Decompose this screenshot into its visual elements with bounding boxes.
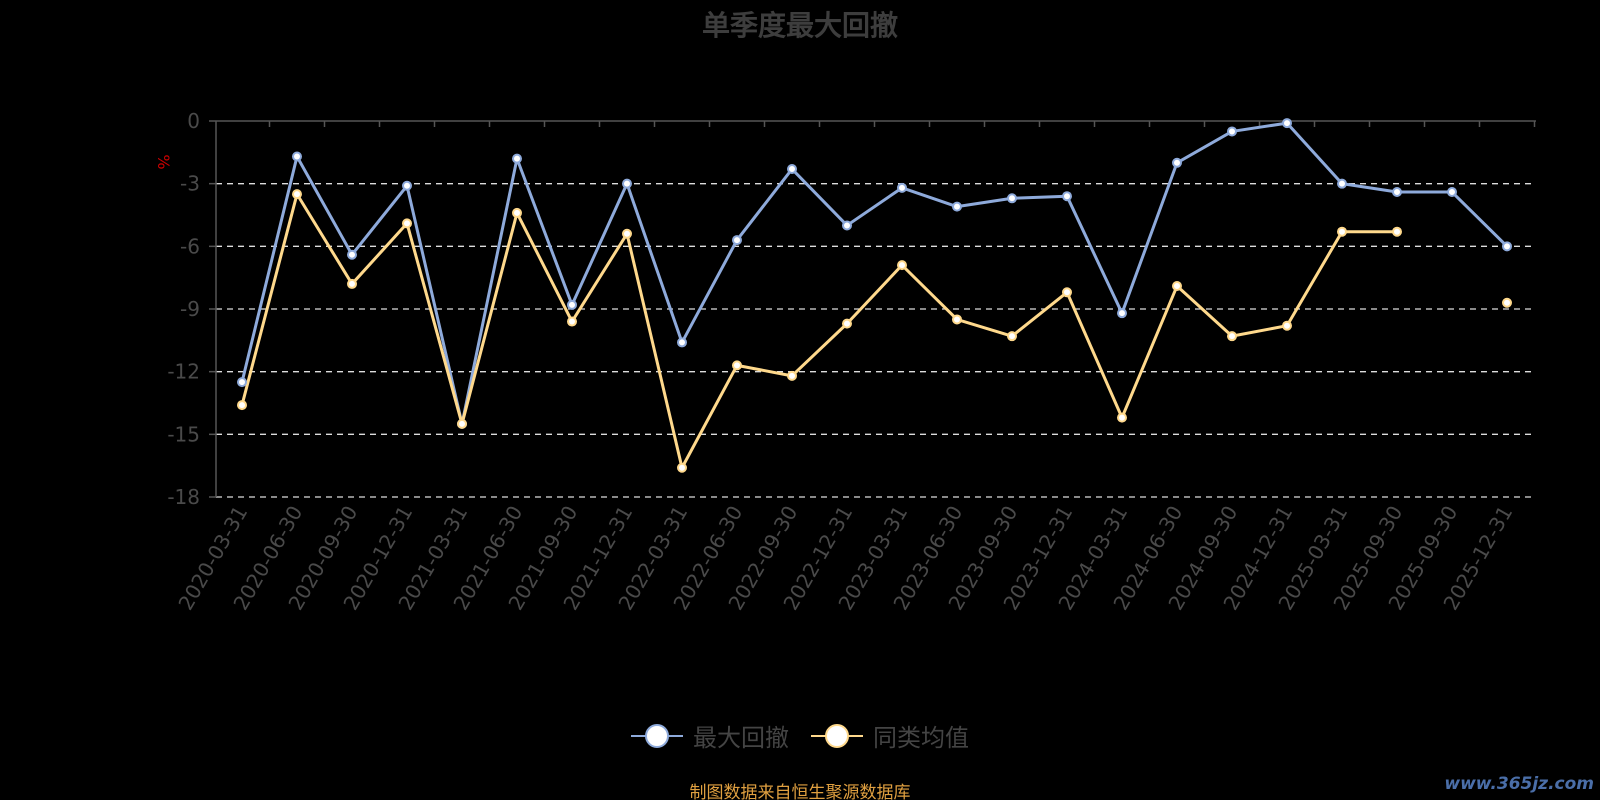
y-tick-label: 0 [187,109,200,133]
legend-symbol-peer-average [811,723,863,748]
data-point [567,316,577,327]
series-points [237,118,1512,473]
y-tick-label: -12 [167,360,200,384]
legend-symbol-max-drawdown [631,723,683,748]
data-point [457,418,467,429]
data-point [1227,126,1237,137]
data-point [567,299,577,310]
legend-item-peer-average[interactable]: 同类均值 [811,718,969,753]
data-point [952,201,962,212]
data-point [622,178,632,189]
data-point [1062,191,1072,202]
y-axis: 0 -3 -6 -9 -12 -15 -18 [167,109,217,509]
y-tick-label: -18 [167,485,200,509]
series-lines [240,121,1509,468]
data-point [1392,226,1402,237]
data-point [292,189,302,200]
y-tick-label: -15 [167,422,200,446]
data-point [677,337,687,348]
data-point [1117,412,1127,423]
data-point [1172,281,1182,292]
data-point [622,228,632,239]
data-point [842,318,852,329]
data-point [512,153,522,164]
data-point [677,462,687,473]
data-point [842,220,852,231]
y-tick-label: -3 [180,172,200,196]
data-point [1392,187,1402,198]
data-point [1117,308,1127,319]
legend-label-max-drawdown: 最大回撤 [693,724,789,752]
data-point [1007,331,1017,342]
y-tick-label: -9 [180,297,200,321]
data-point [1227,331,1237,342]
legend: 最大回撤 同类均值 [0,718,1600,753]
data-point [897,260,907,271]
source-note: 制图数据来自恒生聚源数据库 [689,783,911,800]
data-point [897,182,907,193]
data-point [732,360,742,371]
data-point [1062,287,1072,298]
legend-item-max-drawdown[interactable]: 最大回撤 [631,718,789,753]
data-point [1337,178,1347,189]
data-point [292,151,302,162]
data-point [787,370,797,381]
series-line-1 [242,194,1507,468]
data-point [1337,226,1347,237]
data-point [1447,187,1457,198]
y-tick-label: -6 [180,234,200,258]
data-point [347,278,357,289]
data-point [1007,193,1017,204]
series-line-0 [240,121,1509,426]
data-point [1282,118,1292,129]
legend-label-peer-average: 同类均值 [873,724,969,752]
data-point [1502,241,1512,252]
data-point [347,249,357,260]
y-axis-label: % [154,154,173,169]
data-point [1502,297,1512,308]
data-point [1172,157,1182,168]
data-point [732,235,742,246]
watermark: www.365jz.com [1444,774,1594,794]
data-point [402,180,412,191]
chart-title: 单季度最大回撤 [701,9,898,42]
data-point [402,218,412,229]
data-point [952,314,962,325]
data-point [512,207,522,218]
data-point [237,400,247,411]
data-point [237,377,247,388]
data-point [1282,320,1292,331]
x-axis: 2020-03-312020-06-302020-09-302020-12-31… [173,121,1536,614]
data-point [787,164,797,175]
